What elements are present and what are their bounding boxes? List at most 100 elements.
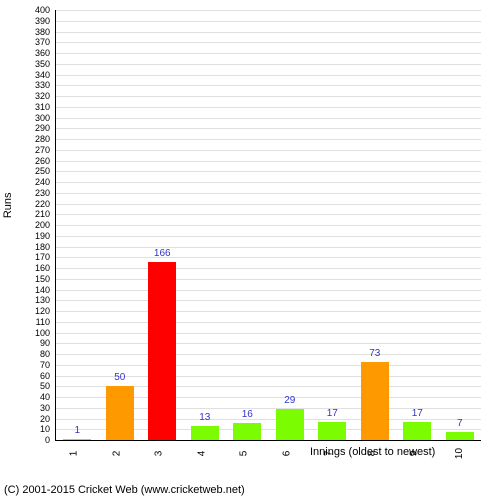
gridline xyxy=(56,161,481,162)
bar xyxy=(148,262,176,440)
y-tick-label: 90 xyxy=(20,338,50,348)
x-tick-label: 8 xyxy=(366,451,377,457)
y-tick-label: 210 xyxy=(20,209,50,219)
gridline xyxy=(56,214,481,215)
x-tick-label: 4 xyxy=(196,451,207,457)
y-tick-label: 130 xyxy=(20,295,50,305)
gridline xyxy=(56,150,481,151)
gridline xyxy=(56,64,481,65)
y-tick-label: 120 xyxy=(20,306,50,316)
y-tick-label: 40 xyxy=(20,392,50,402)
y-tick-label: 150 xyxy=(20,274,50,284)
y-tick-label: 160 xyxy=(20,263,50,273)
copyright-text: (C) 2001-2015 Cricket Web (www.cricketwe… xyxy=(4,484,245,496)
y-tick-label: 200 xyxy=(20,220,50,230)
y-tick-label: 300 xyxy=(20,113,50,123)
gridline xyxy=(56,257,481,258)
bar-value-label: 13 xyxy=(199,412,210,423)
y-tick-label: 60 xyxy=(20,371,50,381)
gridline xyxy=(56,247,481,248)
gridline xyxy=(56,333,481,334)
y-tick-label: 10 xyxy=(20,424,50,434)
gridline xyxy=(56,21,481,22)
bar xyxy=(191,426,219,440)
gridline xyxy=(56,225,481,226)
x-tick-label: 9 xyxy=(409,451,420,457)
y-tick-label: 230 xyxy=(20,188,50,198)
plot-area: 1 50 166 13 16 29 17 73 17 7 xyxy=(55,10,481,441)
gridline xyxy=(56,279,481,280)
bar-value-label: 166 xyxy=(154,248,171,259)
gridline xyxy=(56,268,481,269)
gridline xyxy=(56,182,481,183)
y-tick-label: 270 xyxy=(20,145,50,155)
gridline xyxy=(56,10,481,11)
bar-value-label: 50 xyxy=(114,372,125,383)
gridline xyxy=(56,96,481,97)
y-tick-label: 190 xyxy=(20,231,50,241)
gridline xyxy=(56,171,481,172)
y-tick-label: 180 xyxy=(20,242,50,252)
y-tick-label: 370 xyxy=(20,37,50,47)
bar xyxy=(403,422,431,440)
bar xyxy=(106,386,134,440)
bar-value-label: 16 xyxy=(242,409,253,420)
y-tick-label: 380 xyxy=(20,27,50,37)
gridline xyxy=(56,204,481,205)
bar xyxy=(361,362,389,440)
bar xyxy=(276,409,304,440)
y-tick-label: 0 xyxy=(20,435,50,445)
bar xyxy=(318,422,346,440)
gridline xyxy=(56,193,481,194)
bar-value-label: 73 xyxy=(369,348,380,359)
x-tick-label: 6 xyxy=(281,451,292,457)
gridline xyxy=(56,354,481,355)
x-tick-label: 10 xyxy=(454,448,465,459)
y-tick-label: 330 xyxy=(20,80,50,90)
gridline xyxy=(56,322,481,323)
y-tick-label: 110 xyxy=(20,317,50,327)
x-tick-label: 1 xyxy=(69,451,80,457)
y-tick-label: 70 xyxy=(20,360,50,370)
y-tick-label: 20 xyxy=(20,414,50,424)
y-tick-label: 310 xyxy=(20,102,50,112)
bar-value-label: 17 xyxy=(412,408,423,419)
gridline xyxy=(56,53,481,54)
y-tick-label: 240 xyxy=(20,177,50,187)
bar xyxy=(446,432,474,440)
bar-value-label: 17 xyxy=(327,408,338,419)
y-tick-label: 140 xyxy=(20,285,50,295)
y-tick-label: 30 xyxy=(20,403,50,413)
gridline xyxy=(56,311,481,312)
bar xyxy=(63,439,91,440)
y-tick-label: 360 xyxy=(20,48,50,58)
y-tick-label: 260 xyxy=(20,156,50,166)
gridline xyxy=(56,365,481,366)
y-tick-label: 320 xyxy=(20,91,50,101)
gridline xyxy=(56,32,481,33)
y-tick-label: 350 xyxy=(20,59,50,69)
y-tick-label: 400 xyxy=(20,5,50,15)
chart-container: 1501661316291773177 Runs Innings (oldest… xyxy=(0,0,500,500)
x-tick-label: 5 xyxy=(239,451,250,457)
bar-value-label: 1 xyxy=(74,425,80,436)
bar-value-label: 29 xyxy=(284,395,295,406)
gridline xyxy=(56,128,481,129)
x-tick-label: 7 xyxy=(324,451,335,457)
bar xyxy=(233,423,261,440)
y-tick-label: 80 xyxy=(20,349,50,359)
y-tick-label: 340 xyxy=(20,70,50,80)
y-tick-label: 290 xyxy=(20,123,50,133)
y-tick-label: 170 xyxy=(20,252,50,262)
gridline xyxy=(56,85,481,86)
bar-value-label: 7 xyxy=(457,418,463,429)
y-tick-label: 100 xyxy=(20,328,50,338)
gridline xyxy=(56,290,481,291)
y-tick-label: 250 xyxy=(20,166,50,176)
gridline xyxy=(56,42,481,43)
gridline xyxy=(56,343,481,344)
gridline xyxy=(56,118,481,119)
gridline xyxy=(56,300,481,301)
y-axis-label: Runs xyxy=(2,192,14,218)
y-tick-label: 390 xyxy=(20,16,50,26)
